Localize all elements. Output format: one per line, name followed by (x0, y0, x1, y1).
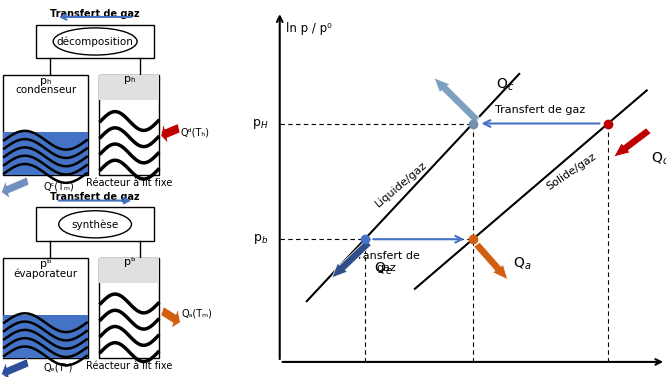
Text: pₕ: pₕ (40, 76, 51, 86)
Text: Liquide/gaz: Liquide/gaz (374, 159, 429, 209)
FancyArrow shape (434, 78, 480, 123)
Bar (99, 75, 159, 100)
Text: pₕ: pₕ (124, 74, 135, 84)
FancyArrow shape (161, 307, 180, 328)
Text: ln p / p⁰: ln p / p⁰ (286, 22, 331, 35)
FancyArrow shape (161, 124, 180, 144)
Ellipse shape (59, 211, 131, 238)
Text: Transfert de gaz: Transfert de gaz (51, 192, 140, 202)
Bar (3, 75, 88, 175)
FancyArrow shape (614, 128, 651, 157)
Text: Réacteur à lit fixe: Réacteur à lit fixe (87, 178, 172, 188)
Text: Transfert de
gaz: Transfert de gaz (352, 251, 420, 273)
Bar (3, 315, 88, 358)
Text: pᵇ: pᵇ (124, 257, 135, 267)
Text: p$_H$: p$_H$ (252, 116, 268, 130)
Text: Q$_c$: Q$_c$ (496, 77, 514, 93)
Bar (99, 75, 159, 175)
Bar (37, 25, 154, 58)
Text: p$_b$: p$_b$ (253, 232, 268, 246)
FancyArrow shape (474, 242, 507, 279)
Text: Solide/gaz: Solide/gaz (545, 151, 598, 192)
Bar (3, 258, 88, 358)
Bar (3, 132, 88, 175)
Text: Q$_d$: Q$_d$ (651, 150, 666, 167)
Text: Qᵈ(Tₕ): Qᵈ(Tₕ) (180, 128, 209, 138)
Bar (37, 207, 154, 241)
Text: Q$_a$: Q$_a$ (513, 256, 532, 272)
Text: Réacteur à lit fixe: Réacteur à lit fixe (87, 361, 172, 371)
Text: Qₐ(Tₘ): Qₐ(Tₘ) (181, 309, 212, 319)
Text: pᵇ: pᵇ (40, 259, 51, 269)
Text: décomposition: décomposition (57, 36, 134, 47)
Bar (99, 258, 159, 283)
Ellipse shape (53, 28, 137, 55)
FancyArrow shape (1, 359, 29, 377)
FancyArrow shape (1, 177, 29, 198)
Text: synthèse: synthèse (71, 219, 119, 230)
FancyArrow shape (332, 240, 372, 278)
Text: Qᶜ(Tₘ): Qᶜ(Tₘ) (43, 182, 74, 192)
Text: condenseur: condenseur (15, 86, 76, 95)
Text: Qₑ(Tᵇ): Qₑ(Tᵇ) (43, 363, 73, 372)
Text: Transfert de gaz: Transfert de gaz (496, 105, 585, 115)
Text: Q$_e$: Q$_e$ (374, 261, 393, 277)
Text: évaporateur: évaporateur (13, 268, 78, 279)
Bar (99, 258, 159, 358)
Text: Transfert de gaz: Transfert de gaz (51, 9, 140, 20)
